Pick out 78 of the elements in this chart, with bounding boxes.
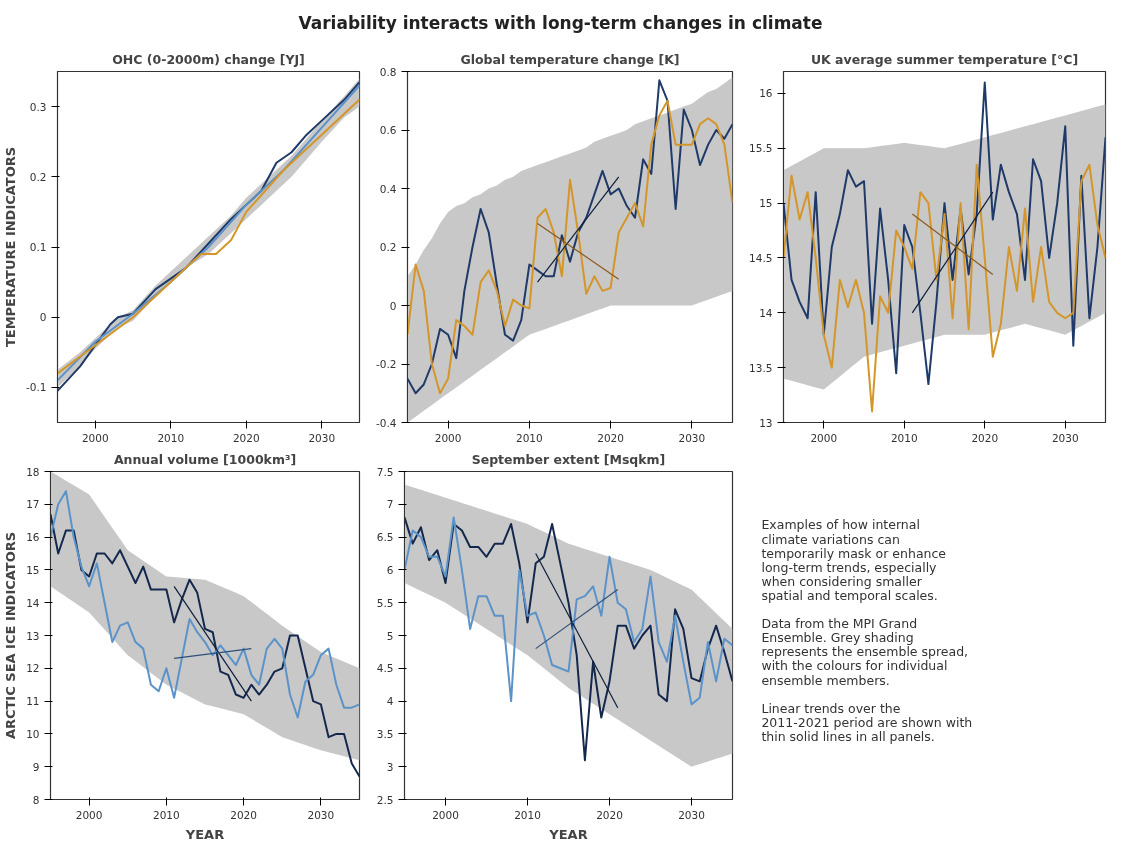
y-tick-label: -0.1 (26, 381, 47, 394)
y-axis-title: TEMPERATURE INDICATORS (3, 146, 19, 348)
text: Examples of how internal climate variations can temporarily mask or enhance long-term trends, especially when considering smaller spatial and temporal scales. (761, 517, 947, 603)
x-tick-label: 2010 (153, 808, 180, 821)
y-tick-label: -0.4 (376, 416, 397, 429)
chart-title: Annual volume [1000km³] (113, 451, 297, 467)
y-tick-label: 15 (26, 563, 40, 576)
y-tick-label: 13 (26, 629, 40, 642)
x-tick-label: 2010 (890, 431, 918, 444)
y-tick-label: 6 (386, 563, 394, 576)
x-axis-title: YEAR (184, 826, 225, 842)
y-tick-label: 7 (386, 498, 394, 511)
y-tick-label: 4 (386, 695, 394, 708)
y-tick-label: 16 (26, 531, 40, 544)
text: Variability interacts with long-term changes in climate (298, 12, 823, 33)
x-tick-label: 2000 (434, 431, 462, 444)
y-axis-title: ARCTIC SEA ICE INDICATORS (3, 531, 19, 740)
y-tick-label: 6.5 (376, 531, 394, 544)
y-tick-label: 15 (759, 197, 773, 210)
x-tick-label: 2020 (596, 808, 623, 821)
text: Data from the MPI Grand Ensemble. Grey shading represents the ensemble spread, with the colours for individual ensemble members. (761, 616, 969, 688)
y-tick-label: 16 (759, 87, 773, 100)
line-series (50, 490, 360, 719)
y-tick-label: 7.5 (376, 465, 394, 478)
x-tick-label: 2020 (597, 431, 624, 444)
y-tick-label: 0.6 (379, 124, 397, 136)
x-tick-label: 2030 (307, 808, 335, 821)
x-tick-label: 2000 (75, 808, 103, 821)
chart-title: September extent [Msqkm] (471, 451, 666, 467)
x-tick-label: 2020 (232, 431, 260, 444)
x-tick-label: 2020 (230, 808, 257, 821)
y-tick-label: 14.5 (749, 251, 773, 264)
y-tick-label: 8 (32, 793, 40, 806)
y-tick-label: 17 (26, 498, 40, 511)
y-tick-label: 0.8 (379, 65, 397, 78)
x-tick-label: 2030 (678, 431, 706, 444)
x-tick-label: 2010 (157, 431, 185, 444)
x-tick-label: 2020 (971, 431, 999, 444)
y-tick-label: 0 (389, 299, 397, 312)
line-series (50, 513, 360, 778)
y-tick-label: 5 (386, 629, 394, 642)
y-tick-label: 18 (26, 465, 40, 478)
y-tick-label: -0.2 (376, 358, 397, 370)
y-tick-label: 5.5 (376, 596, 394, 609)
y-tick-label: 15.5 (749, 142, 773, 155)
x-tick-label: 2000 (810, 431, 838, 444)
y-tick-label: 13 (759, 416, 773, 429)
y-tick-label: 4.5 (376, 662, 394, 675)
x-tick-label: 2000 (432, 808, 459, 821)
x-axis-title: YEAR (548, 826, 588, 842)
line-series (404, 516, 733, 706)
y-tick-label: 14 (26, 596, 40, 609)
line-series (783, 163, 1106, 413)
y-tick-label: 0.3 (29, 100, 47, 113)
y-tick-label: 0.2 (29, 170, 47, 183)
y-tick-label: 13.5 (749, 361, 773, 374)
y-tick-label: 9 (32, 760, 40, 773)
y-tick-label: 2.5 (376, 793, 394, 806)
x-tick-label: 2010 (514, 808, 541, 821)
x-tick-label: 2000 (81, 431, 109, 444)
chart-title: Global temperature change [K] (460, 51, 680, 67)
y-tick-label: 0.4 (379, 182, 397, 195)
x-tick-label: 2030 (308, 431, 336, 444)
y-tick-label: 0.1 (29, 241, 47, 253)
y-tick-label: 0.2 (379, 241, 397, 253)
y-tick-label: 12 (26, 662, 40, 675)
y-tick-label: 10 (26, 727, 40, 740)
y-tick-label: 3.5 (376, 727, 394, 740)
text: Linear trends over the 2011-2021 period are shown with thin solid lines in all panels. (761, 700, 973, 744)
x-tick-label: 2010 (516, 431, 543, 444)
y-tick-label: 11 (26, 695, 40, 708)
y-tick-label: 0 (39, 311, 47, 324)
chart-title: UK average summer temperature [°C] (810, 51, 1079, 67)
y-tick-label: 3 (386, 760, 394, 773)
x-tick-label: 2030 (1051, 431, 1079, 444)
x-tick-label: 2030 (678, 808, 705, 821)
y-tick-label: 14 (759, 306, 773, 319)
chart-title: OHC (0-2000m) change [YJ] (112, 51, 305, 67)
